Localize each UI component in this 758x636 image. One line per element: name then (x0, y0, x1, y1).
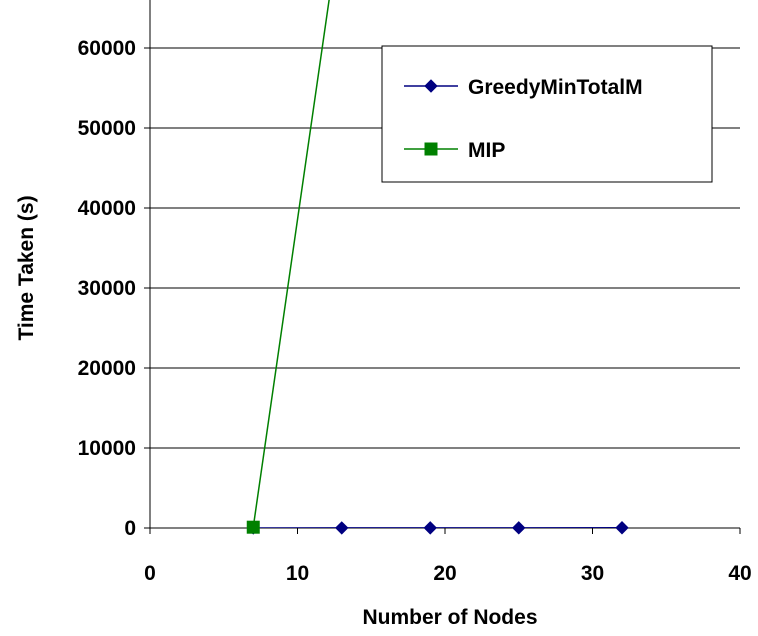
y-tick-label: 10000 (78, 437, 136, 460)
y-tick-label: 0 (124, 517, 136, 540)
series-markers (246, 520, 629, 535)
y-axis-title: Time Taken (s) (15, 195, 38, 340)
y-tick-label: 40000 (78, 197, 136, 220)
data-point-diamond (335, 521, 349, 535)
legend-label: GreedyMinTotalM (468, 76, 643, 99)
data-point-diamond (423, 521, 437, 535)
legend: GreedyMinTotalM MIP (381, 45, 713, 183)
y-tick-labels: 0 10000 20000 30000 40000 50000 60000 (78, 37, 136, 540)
legend-label: MIP (468, 139, 505, 162)
data-point-diamond (512, 521, 526, 535)
legend-box (381, 45, 713, 183)
y-tick-label: 60000 (78, 37, 136, 60)
y-tick-label: 50000 (78, 117, 136, 140)
data-point-square (246, 520, 260, 534)
y-tick-label: 30000 (78, 277, 136, 300)
x-tick-label: 10 (286, 562, 309, 585)
y-tick-label: 20000 (78, 357, 136, 380)
x-tick-label: 0 (144, 562, 156, 585)
x-tick-label: 40 (728, 562, 751, 585)
x-axis-title: Number of Nodes (362, 606, 537, 629)
series-line-mip (252, 0, 330, 528)
legend-marker-square (424, 142, 438, 156)
legend-marker-diamond (424, 79, 438, 93)
x-tick-label: 30 (581, 562, 604, 585)
x-tick-labels: 0 10 20 30 40 (144, 562, 752, 585)
x-tick-label: 20 (433, 562, 456, 585)
data-point-diamond (615, 521, 629, 535)
